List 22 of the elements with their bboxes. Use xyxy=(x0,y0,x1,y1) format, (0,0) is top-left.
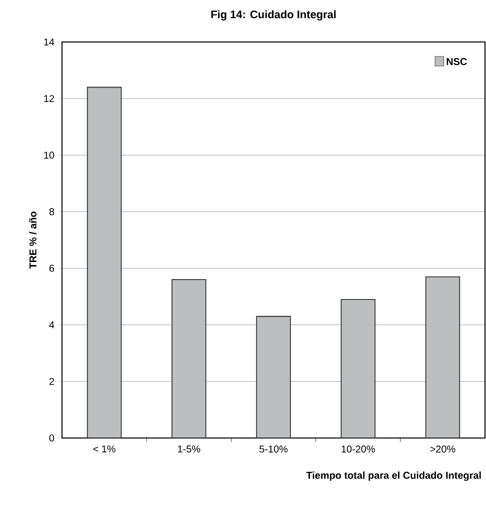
x-tick-label: 10-20% xyxy=(342,446,375,453)
chart-title: Fig 14: Cuidado Integral xyxy=(211,10,336,21)
bar xyxy=(172,279,206,438)
x-axis-title: Tiempo total para el Cuidado Integral xyxy=(306,472,481,481)
y-tick-label: 2 xyxy=(49,378,54,385)
legend-label: NSC xyxy=(446,58,467,66)
y-tick-label: 12 xyxy=(44,95,54,102)
y-tick-label: 6 xyxy=(49,264,54,272)
bar xyxy=(425,276,460,438)
y-tick-label: 4 xyxy=(49,321,54,328)
x-tick-label: >20% xyxy=(430,446,456,453)
x-tick-label: 5-10% xyxy=(260,446,288,453)
y-axis-title: TRE % / año xyxy=(29,212,37,269)
bar xyxy=(256,316,291,438)
bar xyxy=(340,298,376,438)
y-tick-label: 14 xyxy=(44,38,54,46)
x-tick-label: < 1% xyxy=(93,445,116,452)
x-tick-label: 1-5% xyxy=(178,445,200,453)
y-tick-label: 10 xyxy=(44,152,54,159)
y-tick-label: 8 xyxy=(49,208,54,216)
y-tick-label: 0 xyxy=(49,434,54,442)
bar xyxy=(86,86,122,438)
